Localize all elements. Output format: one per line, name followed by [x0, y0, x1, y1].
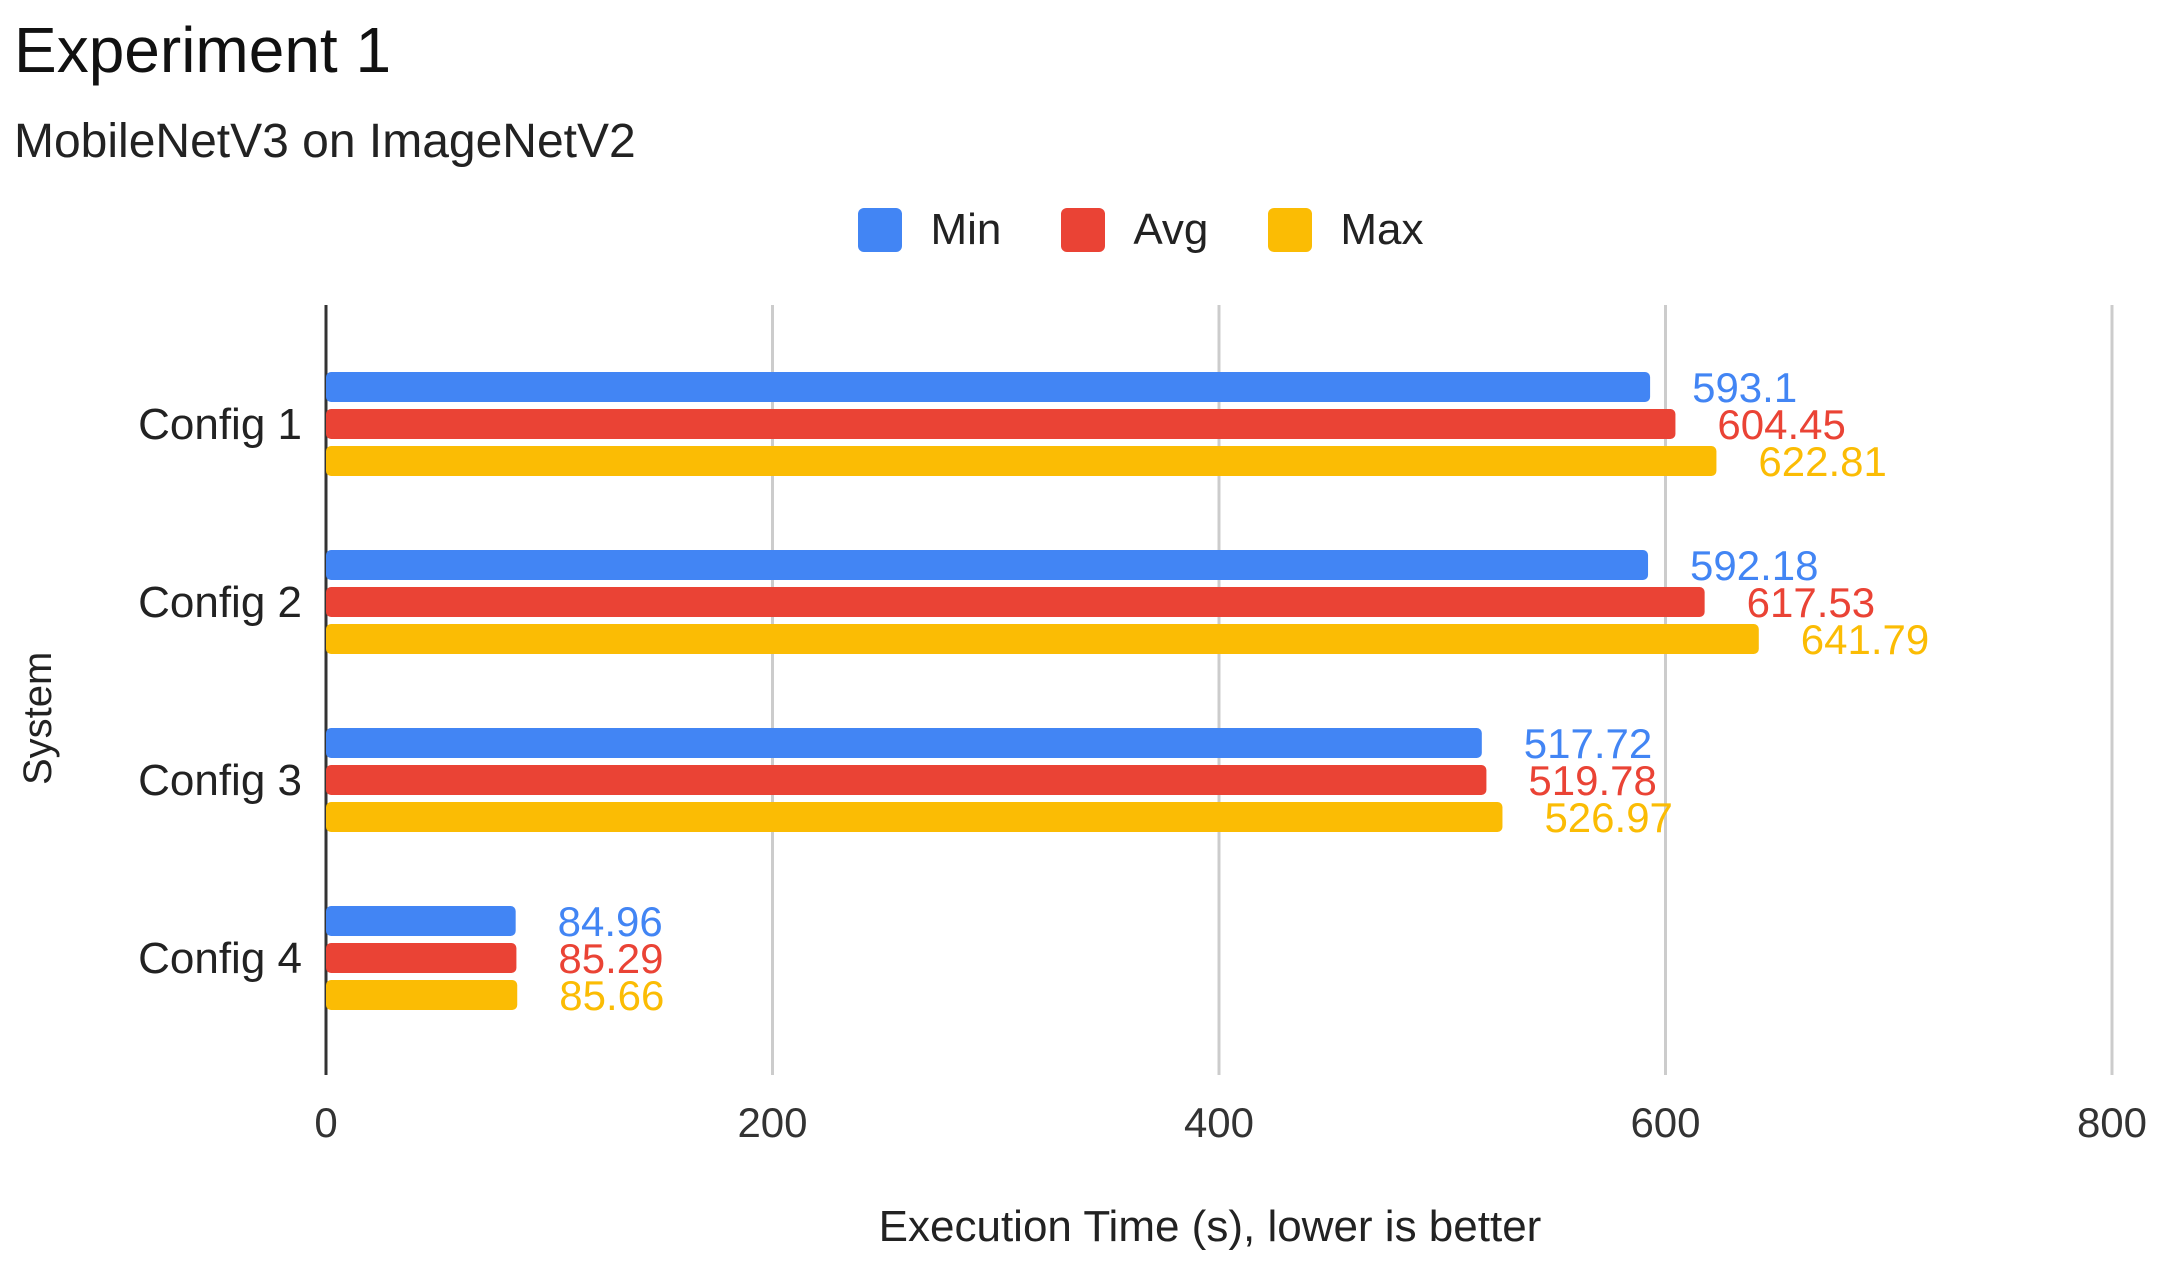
chart-legend: Min Avg Max: [0, 205, 2157, 255]
bar-avg-config-3[interactable]: [326, 765, 1487, 795]
data-label-avg-config-3: 519.78: [1528, 757, 1656, 804]
chart-title: Experiment 1: [14, 14, 392, 86]
data-label-min-config-4: 84.96: [558, 898, 663, 945]
bar-max-config-2[interactable]: [326, 624, 1759, 654]
data-label-max-config-1: 622.81: [1758, 438, 1886, 485]
data-label-min-config-3: 517.72: [1524, 720, 1652, 767]
data-label-max-config-2: 641.79: [1801, 616, 1929, 663]
legend-swatch-min: [858, 208, 903, 252]
chart-subtitle: MobileNetV3 on ImageNetV2: [14, 115, 636, 168]
data-label-avg-config-4: 85.29: [558, 935, 663, 982]
bar-min-config-4[interactable]: [326, 906, 516, 936]
category-label-1: Config 1: [138, 400, 302, 449]
legend-swatch-avg: [1061, 208, 1106, 252]
category-label-3: Config 3: [138, 756, 302, 805]
legend-label-avg: Avg: [1133, 205, 1209, 254]
bar-min-config-1[interactable]: [326, 372, 1651, 402]
x-tick-label-600: 600: [1630, 1099, 1700, 1146]
data-label-min-config-1: 593.1: [1692, 364, 1797, 411]
legend-label-max: Max: [1340, 205, 1424, 254]
x-tick-label-0: 0: [314, 1099, 337, 1146]
x-tick-label-400: 400: [1184, 1099, 1254, 1146]
x-tick-label-200: 200: [737, 1099, 807, 1146]
data-label-max-config-4: 85.66: [559, 972, 664, 1019]
bar-avg-config-2[interactable]: [326, 587, 1705, 617]
category-label-4: Config 4: [138, 934, 302, 983]
bar-min-config-2[interactable]: [326, 550, 1649, 580]
bar-max-config-4[interactable]: [326, 980, 518, 1010]
x-axis-title: Execution Time (s), lower is better: [878, 1202, 1542, 1251]
legend-item-max[interactable]: Max: [1268, 205, 1424, 255]
legend-label-min: Min: [930, 205, 1002, 254]
data-label-max-config-3: 526.97: [1544, 794, 1672, 841]
x-tick-label-800: 800: [2077, 1099, 2147, 1146]
y-axis-title: System: [16, 651, 60, 785]
data-label-avg-config-1: 604.45: [1717, 401, 1845, 448]
bar-max-config-1[interactable]: [326, 446, 1717, 476]
legend-item-min[interactable]: Min: [858, 205, 1001, 255]
bar-max-config-3[interactable]: [326, 802, 1503, 832]
bar-avg-config-1[interactable]: [326, 409, 1676, 439]
category-label-2: Config 2: [138, 578, 302, 627]
bar-min-config-3[interactable]: [326, 728, 1482, 758]
legend-swatch-max: [1268, 208, 1313, 252]
legend-item-avg[interactable]: Avg: [1061, 205, 1208, 255]
bar-avg-config-4[interactable]: [326, 943, 517, 973]
data-label-avg-config-2: 617.53: [1747, 579, 1875, 626]
data-label-min-config-2: 592.18: [1690, 542, 1818, 589]
